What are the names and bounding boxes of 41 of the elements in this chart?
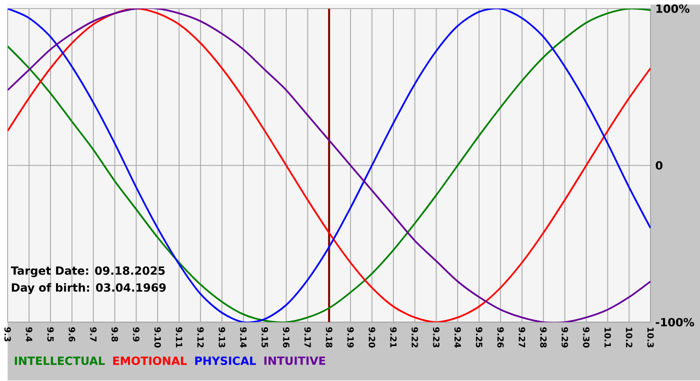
x-tick-label: 9.14: [240, 328, 247, 348]
y-tick-label: -100%: [656, 318, 694, 327]
text: EMOTIONAL: [113, 356, 187, 366]
x-tick-label: 9.7: [90, 328, 97, 342]
x-tick-label: 9.4: [26, 328, 32, 342]
x-tick-label: 9.24: [454, 328, 461, 348]
x-tick-label: 9.17: [304, 328, 311, 348]
x-tick-label: 9.21: [390, 328, 397, 348]
y-tick-label: 0: [656, 161, 662, 170]
x-tick-label: 9.11: [176, 328, 182, 348]
x-tick-label: 9.12: [197, 328, 204, 348]
annotation: Day of birth: 03.04.1969: [12, 283, 166, 294]
text: INTUITIVE: [264, 356, 326, 366]
y-tick-label: 100%: [656, 4, 690, 14]
x-tick-label: 9.3: [4, 328, 11, 342]
x-tick-label: 9.23: [433, 328, 440, 348]
x-tick-label: 9.5: [47, 328, 54, 342]
line-series: [8, 8, 651, 322]
x-tick-label: 9.26: [497, 328, 504, 348]
annotation: Target Date: 09.18.2025: [10, 266, 165, 278]
x-tick-label: 9.8: [112, 328, 118, 342]
x-tick-label: 9.28: [540, 328, 547, 348]
x-tick-label: 10.1: [604, 328, 611, 348]
x-tick-label: 9.22: [412, 328, 418, 348]
x-tick-label: 9.25: [476, 328, 482, 348]
x-tick-label: 9.6: [68, 328, 76, 342]
x-tick-label: 9.15: [262, 328, 268, 348]
x-tick-label: 9.30: [583, 328, 590, 348]
x-tick-label: 9.18: [326, 328, 332, 348]
x-tick-label: 10.3: [647, 328, 654, 348]
x-tick-label: 9.27: [518, 328, 526, 348]
x-tick-label: 9.10: [154, 328, 161, 348]
x-tick-label: 9.13: [218, 328, 226, 348]
x-tick-label: 9.20: [368, 328, 376, 348]
text: PHYSICAL: [195, 356, 256, 366]
x-tick-label: 9.19: [347, 328, 354, 348]
x-tick-label: 10.2: [626, 328, 632, 348]
text: INTELLECTUAL: [14, 356, 105, 366]
x-tick-label: 9.16: [282, 328, 290, 348]
x-tick-label: 9.9: [132, 328, 140, 342]
x-tick-label: 9.29: [562, 328, 568, 348]
